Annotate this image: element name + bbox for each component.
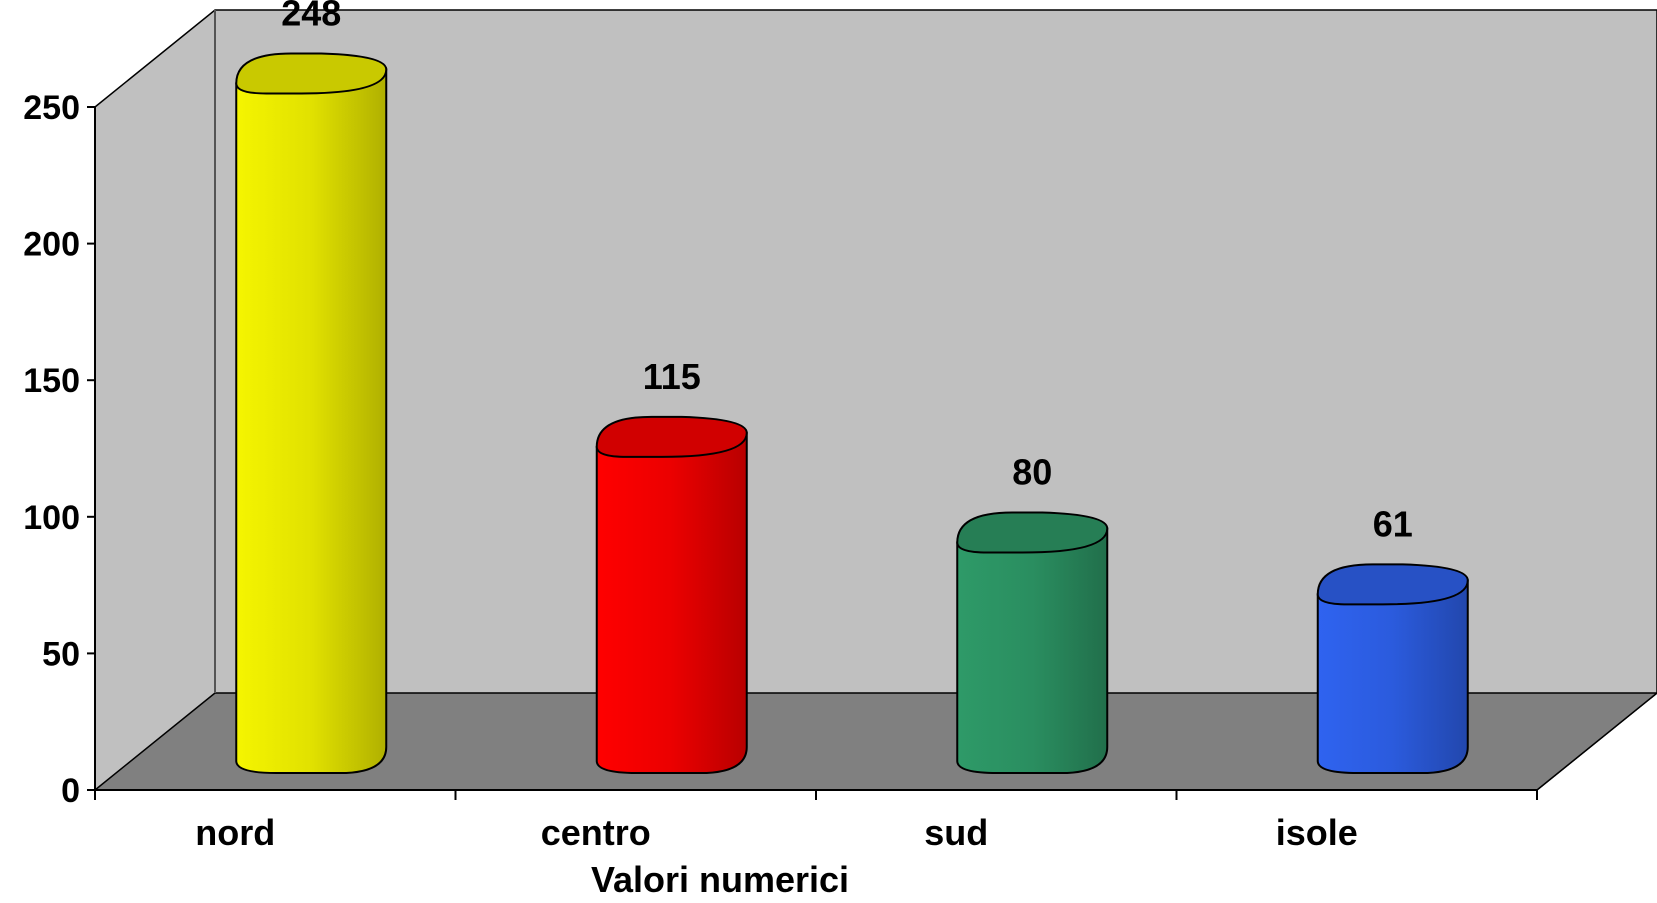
y-tick-label: 150: [23, 362, 80, 400]
data-labels: 248 115 80 61: [281, 0, 1413, 544]
x-tick-label: nord: [195, 812, 275, 853]
bar-sud: [956, 511, 1109, 774]
bar-centro: [595, 415, 748, 774]
y-tick-label: 50: [42, 635, 80, 673]
bar-series: [235, 52, 1469, 774]
x-tick-label: isole: [1276, 812, 1358, 853]
y-tick-label: 250: [23, 89, 80, 127]
bar-body: [235, 68, 388, 774]
bar-top-cap: [595, 415, 748, 458]
data-label: 115: [643, 356, 701, 397]
data-label: 61: [1373, 503, 1413, 544]
bar-body: [1316, 579, 1469, 774]
x-axis-title: Valori numerici: [591, 859, 849, 898]
bar-top-cap: [1316, 563, 1469, 606]
bar-nord: [235, 52, 388, 774]
bar-body: [595, 431, 748, 774]
y-tick-label: 100: [23, 499, 80, 537]
x-tick-label: centro: [541, 812, 651, 853]
bar-top-cap: [956, 511, 1109, 554]
y-axis-ticks: 0 50 100 150 200 250: [23, 89, 95, 810]
x-tick-label: sud: [924, 812, 988, 853]
x-axis-ticks: nord centro sud isole: [94, 790, 1538, 853]
data-label: 248: [281, 0, 341, 33]
y-tick-label: 0: [61, 772, 80, 810]
bar-body: [956, 527, 1109, 774]
y-tick-label: 200: [23, 226, 80, 264]
data-label: 80: [1012, 451, 1052, 492]
bar-isole: [1316, 563, 1469, 774]
bar-top-cap: [235, 52, 388, 95]
